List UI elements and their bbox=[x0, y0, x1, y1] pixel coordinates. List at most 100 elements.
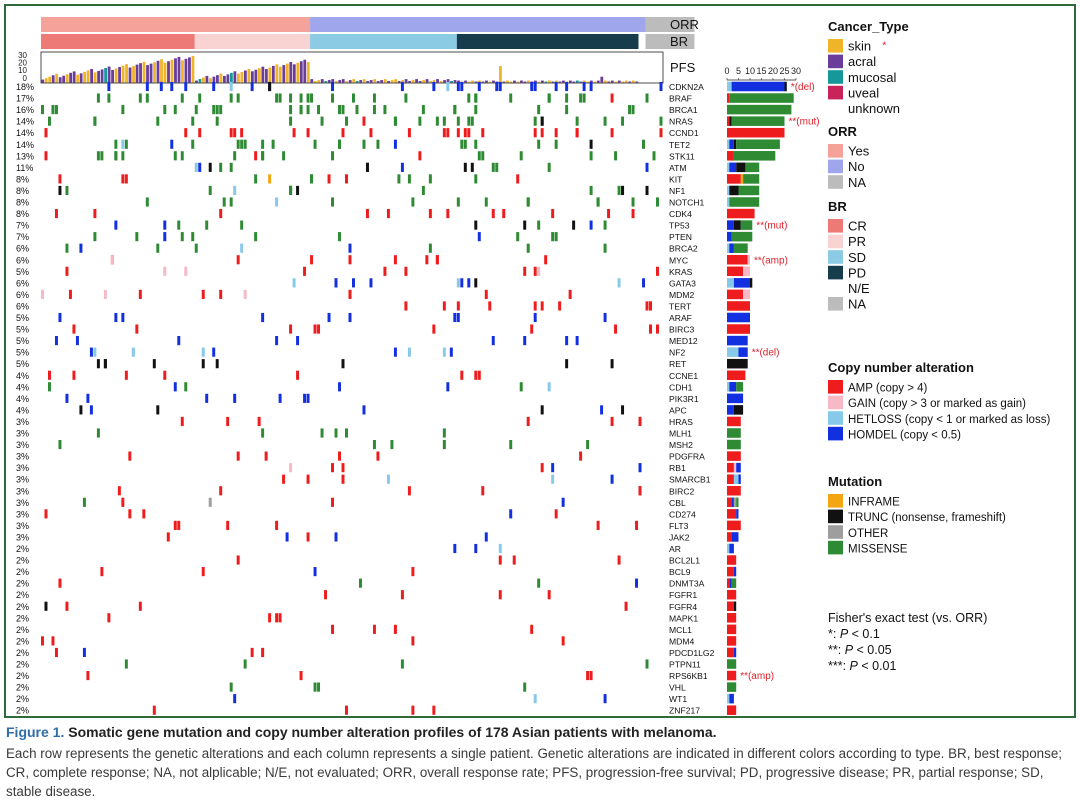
oncoprint-cell-ccnd1 bbox=[463, 128, 467, 138]
pfs-bar bbox=[404, 79, 408, 83]
sidebar-bar-nras bbox=[729, 116, 732, 126]
oncoprint-cell-birc3 bbox=[317, 324, 321, 334]
row-percent: 11% bbox=[16, 163, 33, 173]
oncoprint-cell-braf bbox=[236, 93, 240, 103]
sidebar-bar-cbl bbox=[733, 497, 737, 508]
pfs-bar bbox=[44, 78, 48, 83]
oncoprint-cell-notch1 bbox=[484, 197, 488, 207]
pfs-bar bbox=[572, 81, 576, 83]
orr-legend-swatch bbox=[828, 159, 843, 174]
row-percent: 6% bbox=[16, 255, 29, 265]
oncoprint-cell-rb1 bbox=[638, 463, 642, 473]
oncoprint-cell-cbl bbox=[82, 497, 86, 507]
pfs-bar bbox=[341, 79, 345, 83]
pfs-bar bbox=[600, 76, 604, 83]
oncoprint-cell-notch1 bbox=[331, 197, 335, 207]
oncoprint-cell-med12 bbox=[523, 336, 527, 346]
oncoprint-cell-brca2 bbox=[603, 243, 607, 253]
pfs-bar bbox=[516, 81, 520, 83]
oncoprint-cell-cdkn2a bbox=[184, 81, 188, 92]
pfs-bar bbox=[160, 59, 163, 83]
pfs-bar bbox=[100, 69, 104, 83]
oncoprint-cell-rb1 bbox=[540, 463, 544, 473]
orr-legend-swatch bbox=[828, 144, 843, 158]
oncoprint-cell-tert bbox=[540, 301, 544, 311]
mutation-legend-swatch bbox=[828, 509, 843, 524]
row-percent: 18% bbox=[16, 82, 34, 92]
oncoprint-cell-stk11 bbox=[477, 151, 481, 161]
oncoprint-cell-cdkn2a bbox=[145, 81, 149, 92]
cancer-type-legend-mark: * bbox=[882, 41, 886, 52]
pfs-bar bbox=[502, 81, 506, 83]
oncoprint-cell-cdkn2a bbox=[107, 81, 111, 92]
oncoprint-cell-nf2 bbox=[393, 347, 397, 357]
sidebar-bar-brca2 bbox=[733, 243, 748, 253]
pfs-bar bbox=[184, 58, 188, 83]
sidebar-bar-cdkn2a bbox=[731, 81, 785, 92]
oncoprint-cell-med12 bbox=[491, 336, 495, 346]
pfs-bar bbox=[376, 81, 380, 83]
oncoprint-cell-tp53 bbox=[523, 220, 527, 230]
sidebar-bar-pdgfra bbox=[727, 451, 741, 461]
oncoprint-cell-ccnd1 bbox=[467, 128, 471, 138]
oncoprint-cell-kras bbox=[163, 266, 167, 276]
sidebar-bar-fgfr4 bbox=[733, 601, 737, 612]
oncoprint-cell-ccnd1 bbox=[44, 128, 48, 138]
oncoprint-cell-hras bbox=[180, 416, 184, 427]
oncoprint-cell-gata3 bbox=[474, 278, 478, 288]
row-percent: 2% bbox=[16, 671, 29, 681]
oncoprint-cell-birc2 bbox=[117, 486, 121, 496]
orr-legend-title: ORR bbox=[828, 124, 858, 139]
pfs-bar bbox=[492, 80, 495, 83]
oncoprint-cell-pdgfra bbox=[264, 451, 268, 461]
row-percent: 6% bbox=[16, 244, 29, 254]
oncoprint-cell-birc3 bbox=[135, 324, 139, 334]
mutation-legend-label: OTHER bbox=[848, 528, 888, 540]
pfs-bar bbox=[188, 57, 191, 83]
oncoprint-cell-vhl bbox=[313, 682, 317, 692]
pfs-bar bbox=[373, 79, 377, 83]
oncoprint-cell-nf1 bbox=[621, 185, 625, 196]
oncoprint-cell-tet2 bbox=[338, 139, 341, 149]
oncoprint-cell-cdkn2a bbox=[250, 81, 254, 92]
oncoprint-cell-med12 bbox=[275, 336, 279, 346]
oncoprint-cell-tet2 bbox=[170, 139, 174, 149]
gene-label: MCL1 bbox=[669, 625, 692, 635]
pfs-bar bbox=[261, 66, 265, 83]
oncoprint-cell-ccnd1 bbox=[229, 128, 233, 138]
row-percent: 4% bbox=[16, 394, 29, 404]
oncoprint-cell-nras bbox=[289, 116, 293, 126]
oncoprint-cell-nras bbox=[467, 116, 471, 126]
oncoprint-cell-birc2 bbox=[481, 486, 485, 496]
sidebar-bar-cbl bbox=[727, 497, 732, 508]
oncoprint-cell-cdkn2a bbox=[456, 81, 460, 92]
oncoprint-cell-ccnd1 bbox=[533, 128, 537, 138]
row-percent: 3% bbox=[16, 521, 29, 531]
oncoprint-cell-fgfr4 bbox=[65, 601, 69, 611]
oncoprint-cell-cdkn2a bbox=[159, 81, 163, 92]
oncoprint-cell-ccne1 bbox=[47, 370, 51, 380]
oncoprint-cell-birc3 bbox=[614, 324, 618, 334]
br-legend-swatch bbox=[828, 297, 843, 311]
pfs-bar bbox=[86, 70, 90, 83]
sidebar-bar-rb1 bbox=[727, 462, 734, 473]
pfs-bar bbox=[603, 80, 607, 83]
oncoprint-cell-med12 bbox=[296, 336, 300, 346]
pfs-bar bbox=[121, 65, 125, 83]
oncoprint-cell-braf bbox=[509, 93, 513, 103]
oncoprint-cell-cdkn2a bbox=[659, 81, 663, 92]
oncoprint-cell-gata3 bbox=[460, 278, 464, 288]
pfs-bar bbox=[303, 59, 307, 83]
sidebar-bar-jak2 bbox=[731, 532, 739, 542]
sidebar-bar-mdm4 bbox=[727, 636, 737, 646]
oncoprint-cell-nf2 bbox=[442, 347, 446, 357]
oncoprint-cell-med12 bbox=[75, 336, 79, 346]
pfs-bar bbox=[359, 80, 363, 83]
pfs-bar bbox=[58, 77, 62, 83]
oncoprint-cell-jak2 bbox=[166, 532, 170, 542]
oncoprint-cell-kit bbox=[345, 174, 348, 184]
pfs-bar bbox=[443, 80, 446, 83]
pfs-bar bbox=[464, 80, 467, 83]
sidebar-bar-birc3 bbox=[727, 324, 750, 334]
oncoprint-cell-cdk4 bbox=[502, 208, 506, 219]
